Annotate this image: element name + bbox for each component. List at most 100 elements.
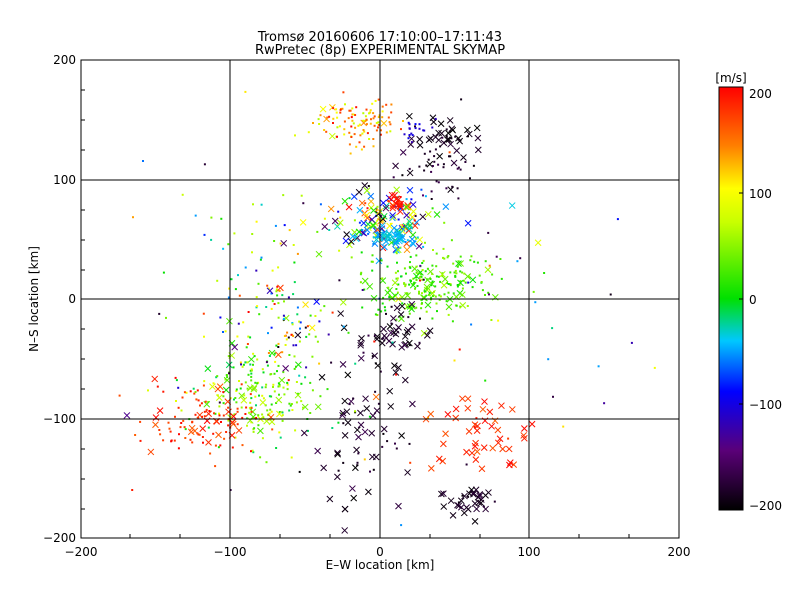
data-point-dot (473, 260, 476, 263)
data-point-dot (265, 306, 268, 308)
data-point-dot (184, 437, 187, 439)
data-point-x (409, 400, 416, 408)
data-point-dot (276, 294, 279, 297)
data-point-dot (395, 373, 398, 376)
data-point-dot (242, 321, 245, 324)
data-point-x (441, 275, 449, 283)
colorbar-gradient (718, 86, 744, 511)
data-point-x (294, 391, 302, 399)
data-point-dot (277, 346, 280, 348)
data-point-x (341, 431, 349, 439)
data-point-x (416, 135, 423, 143)
data-point-dot (286, 383, 289, 386)
data-point-dot (451, 185, 454, 188)
data-point-dot (407, 137, 410, 140)
data-point-dot (290, 333, 293, 336)
data-point-x (475, 499, 483, 506)
data-point-dot (168, 427, 171, 430)
data-point-dot (249, 393, 252, 396)
data-point-dot (395, 447, 398, 450)
data-point-dot (359, 273, 362, 276)
data-point-dot (255, 404, 257, 407)
data-point-dot (431, 264, 434, 267)
data-point-dot (395, 228, 398, 231)
data-point-dot (368, 415, 371, 418)
data-point-x (406, 186, 414, 194)
data-point-dot (326, 116, 329, 119)
data-point-dot (223, 437, 226, 440)
data-point-x (343, 231, 351, 238)
data-point-dot (425, 310, 428, 313)
data-point-dot (405, 272, 407, 275)
data-point-x (463, 448, 470, 456)
data-point-dot (300, 194, 303, 197)
data-point-dot (386, 265, 389, 268)
data-point-dot (214, 412, 217, 415)
data-point-dot (377, 308, 380, 311)
data-point-x (373, 407, 381, 414)
data-point-dot (257, 414, 260, 417)
data-point-dot (376, 231, 379, 234)
data-point-dot (450, 239, 453, 242)
data-point-x (300, 429, 308, 437)
data-point-dot (251, 449, 254, 452)
data-point-dot (219, 316, 222, 319)
data-point-dot (261, 368, 264, 371)
data-point-x (257, 427, 264, 435)
data-point-x (419, 213, 427, 221)
data-point-x (361, 277, 369, 285)
data-point-dot (255, 269, 258, 272)
data-point-x (440, 440, 447, 448)
data-point-dot (309, 314, 312, 317)
data-point-dot (251, 251, 253, 254)
data-point-x (275, 351, 282, 359)
data-point-x (375, 257, 383, 265)
data-point-dot (332, 107, 335, 110)
data-point-dot (156, 385, 159, 388)
data-point-x (459, 395, 466, 403)
data-point-dot (236, 423, 239, 426)
data-point-dot (287, 379, 290, 382)
data-point-dot (332, 117, 335, 120)
data-point-dot (288, 229, 291, 232)
data-point-dot (286, 388, 289, 391)
data-point-dot (435, 180, 438, 183)
data-point-dot (194, 391, 197, 393)
data-point-x (508, 406, 516, 413)
data-point-dot (385, 312, 387, 315)
data-point-x (350, 494, 358, 502)
data-point-dot (408, 344, 411, 347)
data-point-x (445, 303, 453, 311)
data-point-dot (174, 415, 176, 418)
data-point-dot (458, 348, 461, 351)
data-point-dot (252, 451, 255, 454)
data-point-dot (268, 355, 271, 357)
data-point-x (320, 464, 328, 472)
data-point-dot (158, 312, 161, 315)
data-point-x (361, 182, 369, 189)
data-point-x (440, 490, 447, 497)
data-point-dot (222, 402, 225, 405)
data-point-x (403, 246, 411, 254)
data-point-dot (616, 218, 619, 221)
data-point-dot (456, 167, 459, 170)
data-point-x (397, 311, 405, 318)
data-point-x (449, 511, 457, 519)
data-point-x (357, 354, 365, 362)
data-point-dot (295, 401, 298, 404)
data-point-dot (478, 274, 481, 277)
data-point-x (282, 364, 289, 372)
data-point-dot (180, 422, 183, 424)
data-point-dot (394, 205, 397, 208)
data-point-x (380, 231, 388, 239)
data-point-dot (340, 412, 343, 415)
data-point-dot (388, 239, 391, 241)
data-point-dot (262, 416, 265, 419)
data-point-x (327, 205, 335, 213)
data-point-x (404, 326, 412, 334)
data-point-dot (433, 160, 436, 163)
data-point-dot (177, 406, 180, 409)
data-point-x (468, 449, 476, 457)
data-point-dot (418, 165, 421, 168)
data-point-dot (259, 258, 262, 261)
